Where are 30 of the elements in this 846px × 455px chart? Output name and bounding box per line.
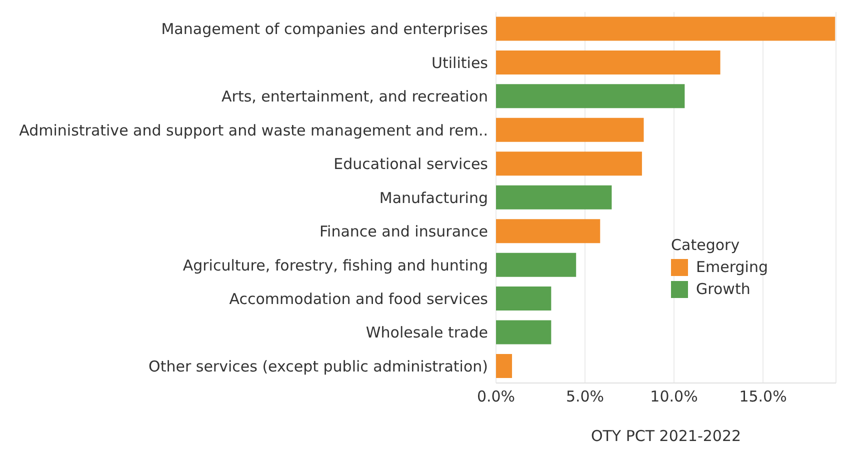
y-tick-label: Accommodation and food services bbox=[229, 290, 488, 308]
x-tick-label: 15.0% bbox=[739, 388, 787, 406]
x-tick-label: 5.0% bbox=[566, 388, 604, 406]
bar bbox=[496, 252, 576, 277]
bar bbox=[496, 118, 644, 142]
y-tick-label: Manufacturing bbox=[379, 188, 488, 207]
bar bbox=[496, 320, 552, 344]
y-tick-label: Educational services bbox=[334, 155, 488, 174]
bar bbox=[496, 354, 512, 378]
y-tick-label: Arts, entertainment, and recreation bbox=[222, 88, 488, 106]
legend-title: Category bbox=[671, 236, 741, 254]
bar bbox=[496, 185, 612, 210]
legend-label: Growth bbox=[696, 280, 750, 298]
bar bbox=[496, 286, 552, 311]
bar bbox=[496, 84, 685, 108]
y-tick-label: Finance and insurance bbox=[320, 222, 488, 241]
y-tick-label: Management of companies and enterprises bbox=[161, 20, 488, 38]
y-tick-label: Other services (except public administration) bbox=[148, 357, 488, 376]
x-tick-label: 0.0% bbox=[476, 388, 516, 406]
y-tick-label: Wholesale trade bbox=[366, 324, 488, 342]
bar bbox=[496, 16, 836, 41]
bar bbox=[496, 152, 642, 176]
y-tick-label: Utilities bbox=[432, 54, 488, 72]
y-tick-label: Administrative and support and waste management and rem.. bbox=[19, 121, 488, 140]
x-axis-title: OTY PCT 2021-2022 bbox=[590, 427, 742, 445]
x-tick-label: 10.0% bbox=[650, 388, 698, 406]
legend-label: Emerging bbox=[696, 258, 768, 276]
bar bbox=[496, 50, 720, 74]
y-tick-label: Agriculture, forestry, fishing and hunting bbox=[182, 256, 488, 274]
bar bbox=[496, 219, 600, 244]
